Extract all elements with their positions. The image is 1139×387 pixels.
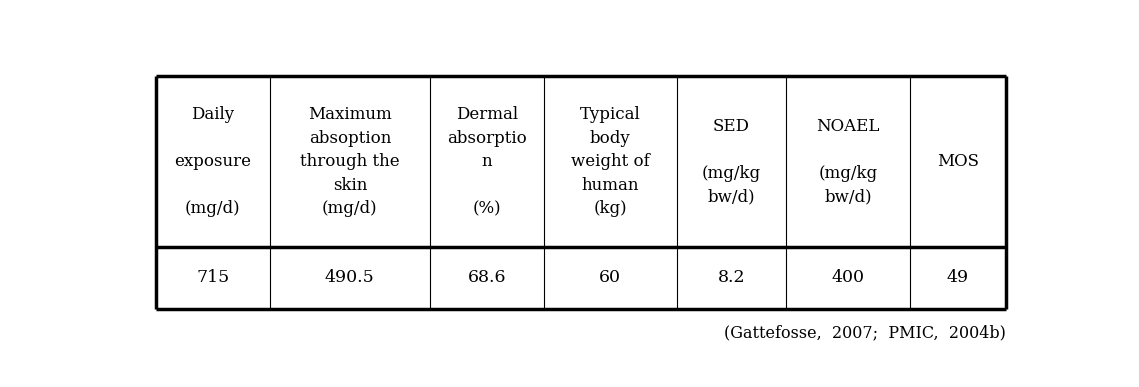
Text: 8.2: 8.2: [718, 269, 745, 286]
Text: Maximum
absoption
through the
skin
(mg/d): Maximum absoption through the skin (mg/d…: [300, 106, 400, 217]
Text: 68.6: 68.6: [468, 269, 506, 286]
Text: 60: 60: [599, 269, 622, 286]
Text: SED

(mg/kg
bw/d): SED (mg/kg bw/d): [702, 118, 761, 205]
Text: Daily

exposure

(mg/d): Daily exposure (mg/d): [174, 106, 252, 217]
Text: 715: 715: [196, 269, 229, 286]
Text: MOS: MOS: [936, 153, 978, 170]
Text: 49: 49: [947, 269, 969, 286]
Text: (Gattefosse,  2007;  PMIC,  2004b): (Gattefosse, 2007; PMIC, 2004b): [723, 324, 1006, 341]
Text: NOAEL

(mg/kg
bw/d): NOAEL (mg/kg bw/d): [817, 118, 879, 205]
Text: 490.5: 490.5: [325, 269, 375, 286]
Text: Typical
body
weight of
human
(kg): Typical body weight of human (kg): [571, 106, 649, 217]
Text: 400: 400: [831, 269, 865, 286]
Text: Dermal
absorptio
n

(%): Dermal absorptio n (%): [448, 106, 527, 217]
